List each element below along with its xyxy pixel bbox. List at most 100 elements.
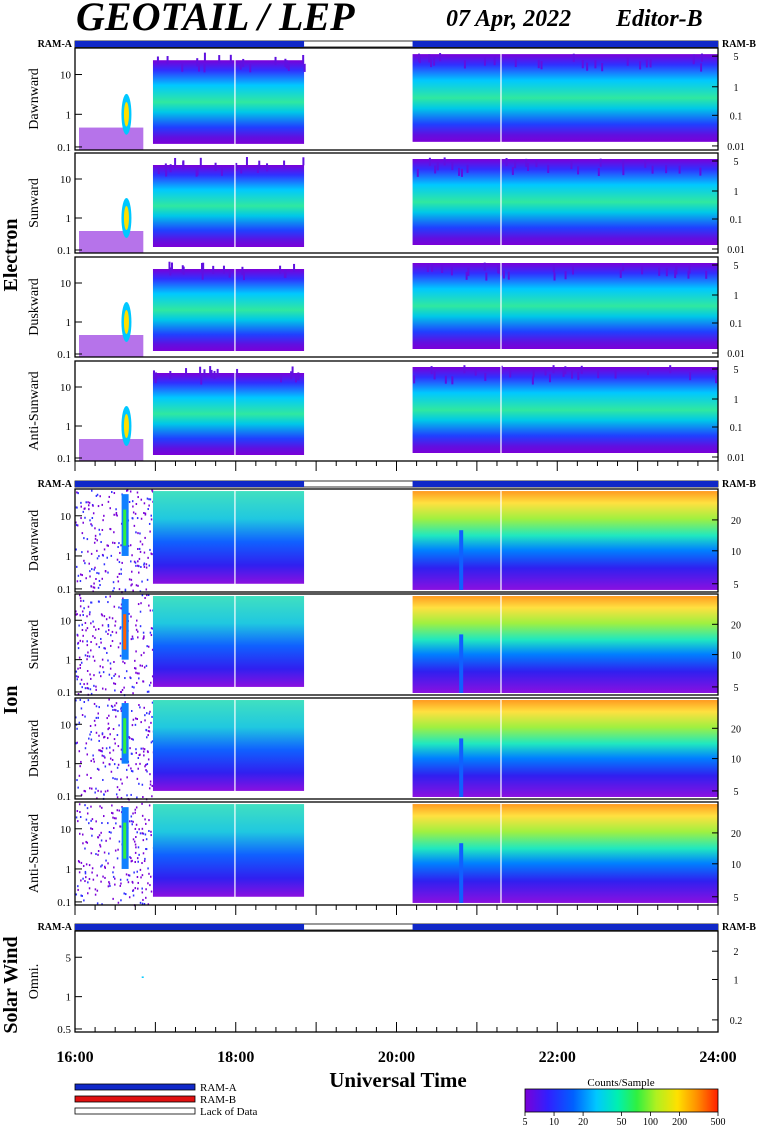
spectrogram-noise-pixel — [98, 555, 100, 558]
spectrogram-noise-pixel — [107, 704, 109, 707]
spectrogram-noise-pixel — [75, 610, 77, 613]
panel-label: Omni. — [27, 964, 42, 999]
spectrogram-noise-pixel — [88, 877, 91, 880]
spectrogram-noise-pixel — [138, 557, 141, 560]
spectrogram-noise-pixel — [109, 507, 111, 510]
ram-legend: RAM-A RAM-B Lack of Data — [74, 1082, 258, 1118]
spectrogram-noise-pixel — [83, 683, 85, 686]
spectrogram-noise-pixel — [143, 562, 146, 565]
spectrogram-noise-pixel — [76, 810, 79, 813]
spectrogram-noise-pixel — [143, 706, 145, 709]
spectrogram-noise-pixel — [143, 748, 146, 751]
spectrogram-noise-pixel — [136, 619, 138, 622]
spectrogram-noise-pixel — [81, 623, 83, 626]
spectrogram-edge-pixel — [426, 264, 429, 273]
spectrogram-point — [141, 976, 144, 978]
colorbar-tick-label: 100 — [643, 1117, 658, 1128]
electron-panel-duskward: Duskward 10 1 0.1 5 1 0.1 0.01 — [27, 256, 745, 361]
spectrogram-noise-pixel — [146, 736, 148, 739]
spectrogram-noise-pixel — [96, 571, 98, 574]
spectrogram-noise-pixel — [134, 811, 136, 814]
spectrogram-noise-pixel — [123, 662, 126, 665]
spectrogram-noise-pixel — [135, 671, 137, 674]
spectrogram-noise-pixel — [139, 762, 141, 765]
spectrogram-noise-pixel — [88, 562, 90, 565]
spectrogram-noise-pixel — [109, 644, 112, 647]
spectrogram-noise-pixel — [130, 638, 133, 641]
spectrogram-noise-pixel — [75, 723, 78, 726]
spectrogram-noise-pixel — [99, 805, 101, 808]
spectrogram-edge-pixel — [249, 64, 252, 73]
spectrogram-noise-pixel — [85, 818, 88, 821]
spectrogram-edge-pixel — [169, 370, 172, 379]
spectrogram-noise-pixel — [98, 671, 101, 674]
spectrogram-noise-pixel — [97, 628, 100, 631]
spectrogram-edge-pixel — [256, 164, 259, 173]
panel-label: Sunward — [27, 620, 42, 670]
spectrogram-noise-pixel — [115, 817, 117, 820]
spectrogram-edge-pixel — [210, 369, 213, 378]
spectrogram-noise-pixel — [102, 875, 104, 878]
spectrogram-noise-pixel — [117, 745, 120, 748]
spectrogram-noise-pixel — [123, 892, 125, 895]
spectrogram-edge-pixel — [200, 376, 203, 385]
spectrogram-noise-pixel — [94, 534, 97, 537]
spectrogram-noise-pixel — [101, 822, 103, 825]
spectrogram-noise-pixel — [138, 672, 140, 675]
spectrogram-noise-pixel — [117, 763, 120, 766]
colorbar-tick-label: 10 — [549, 1117, 559, 1128]
spectrogram-noise-pixel — [103, 851, 106, 854]
spectrogram-noise-pixel — [125, 873, 128, 876]
spectrogram-noise-pixel — [126, 794, 128, 797]
spectrogram-noise-pixel — [96, 557, 99, 560]
spectrogram-edge-pixel — [700, 53, 703, 62]
spectrogram-noise-pixel — [148, 522, 151, 525]
spectrogram-noise-pixel — [132, 894, 135, 897]
spectrogram-edge-pixel — [303, 63, 306, 72]
spectrogram-noise-pixel — [140, 602, 142, 605]
spectrogram-edge-pixel — [182, 161, 185, 170]
spectrogram-noise-pixel — [81, 833, 84, 836]
spectrogram-noise-pixel — [148, 804, 151, 807]
spectrogram-noise-pixel — [142, 680, 144, 683]
spectrogram-noise-pixel — [148, 498, 150, 501]
spectrogram-noise-pixel — [152, 490, 154, 493]
spectrogram-edge-pixel — [181, 63, 184, 72]
spectrogram-noise-pixel — [80, 793, 83, 796]
spectrogram-noise-pixel — [119, 825, 121, 828]
spectrogram-noise-pixel — [104, 647, 106, 650]
spectrogram-noise-pixel — [94, 893, 97, 896]
spectrogram-noise-pixel — [115, 715, 117, 718]
spectrogram-noise-pixel — [89, 575, 91, 578]
spectrogram-edge-pixel — [599, 158, 602, 167]
spectrogram-noise-pixel — [93, 625, 95, 628]
spectrogram-edge-pixel — [228, 269, 231, 278]
spectrogram-noise-pixel — [145, 729, 148, 732]
spectrogram-noise-pixel — [78, 861, 81, 864]
spectrogram-noise-pixel — [135, 681, 138, 684]
spectrogram-noise-pixel — [86, 658, 88, 661]
spectrogram-noise-pixel — [146, 645, 148, 648]
spectrogram-noise-pixel — [133, 524, 136, 527]
spectrogram-noise-pixel — [128, 578, 131, 581]
left-tick-label: 0.1 — [57, 453, 71, 465]
spectrogram-noise-pixel — [95, 577, 97, 580]
spectrogram-noise-pixel — [141, 832, 144, 835]
spectrogram-noise-pixel — [150, 830, 152, 833]
right-tick-label: 5 — [734, 893, 739, 904]
spectrogram-noise-pixel — [81, 628, 84, 631]
spectrogram-noise-pixel — [120, 544, 122, 547]
spectrogram-noise-pixel — [134, 717, 137, 720]
spectrogram-noise-pixel — [151, 489, 153, 492]
spectrogram-noise-pixel — [132, 637, 134, 640]
spectrogram-block-ram-a-1 — [152, 269, 305, 351]
spectrogram-noise-pixel — [147, 867, 149, 870]
spectrogram-block-ram-a-1 — [152, 60, 305, 144]
right-tick-label: 20 — [731, 516, 741, 527]
spectrogram-edge-pixel — [665, 268, 668, 277]
spectrogram-noise-pixel — [108, 852, 110, 855]
spectrogram-noise-pixel — [142, 852, 145, 855]
spectrogram-edge-pixel — [646, 367, 649, 376]
spectrogram-dip — [459, 530, 464, 590]
spectrogram-noise-pixel — [148, 604, 150, 607]
